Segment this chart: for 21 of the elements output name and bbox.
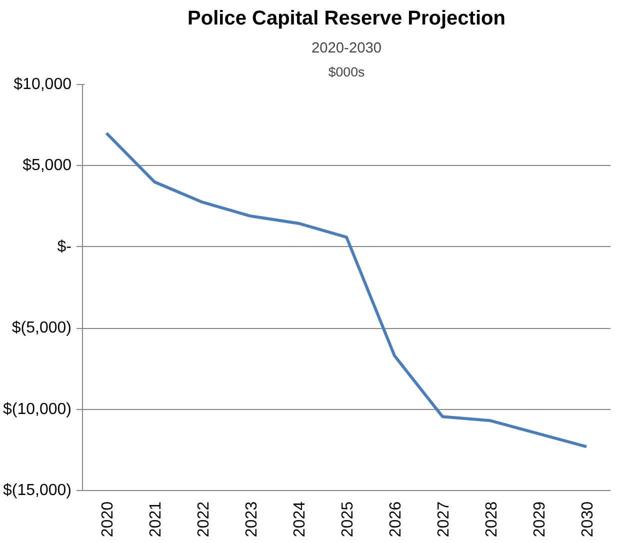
x-tick-label: 2021 <box>148 501 164 538</box>
y-tick-label: $10,000 <box>14 76 72 93</box>
chart-subtitle: 2020-2030 <box>311 40 382 56</box>
x-tick-label: 2024 <box>292 501 308 538</box>
x-tick-label: 2026 <box>388 501 404 538</box>
x-tick-label: 2029 <box>532 501 548 538</box>
y-tick-label: $5,000 <box>22 157 72 174</box>
x-tick-label: 2022 <box>196 501 212 538</box>
x-tick-label: 2027 <box>436 501 452 538</box>
x-tick-label: 2030 <box>580 501 596 538</box>
y-tick-label: $(10,000) <box>3 400 72 418</box>
x-tick-label: 2028 <box>484 501 500 538</box>
y-tick-label: $(15,000) <box>3 482 72 499</box>
y-tick-label: $- <box>57 238 72 256</box>
x-tick-label: 2025 <box>340 501 356 538</box>
x-tick-label: 2023 <box>244 501 260 538</box>
line-series <box>105 132 588 448</box>
text: $000s <box>328 64 365 80</box>
chart-title: Police Capital Reserve Projection <box>188 8 506 30</box>
y-tick-label: $(5,000) <box>12 320 72 337</box>
x-tick-label: 2020 <box>100 501 116 538</box>
